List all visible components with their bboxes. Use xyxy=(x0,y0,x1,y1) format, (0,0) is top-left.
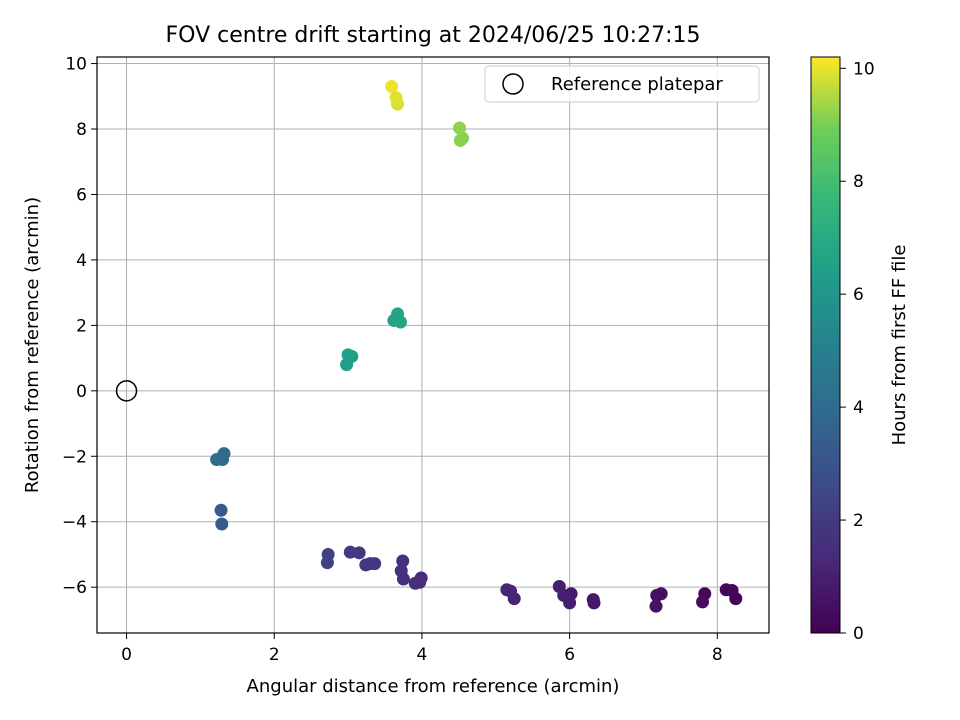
plot-area-frame xyxy=(96,56,770,634)
data-point xyxy=(587,596,601,610)
legend-marker-circle xyxy=(502,73,524,95)
y-tick-label: 2 xyxy=(76,316,87,336)
y-tick-label: −6 xyxy=(62,578,87,598)
x-tick-label: 2 xyxy=(269,645,280,665)
x-axis-label: Angular distance from reference (arcmin) xyxy=(247,676,620,697)
data-point xyxy=(453,121,467,135)
data-point xyxy=(456,131,470,145)
colorbar-tick-label: 8 xyxy=(853,172,864,192)
data-point xyxy=(650,588,664,602)
data-point xyxy=(696,595,710,609)
y-tick-label: −4 xyxy=(62,513,87,533)
colorbar-gradient xyxy=(810,56,841,634)
data-point xyxy=(214,503,228,517)
data-point xyxy=(385,79,399,93)
y-tick-label: 4 xyxy=(76,251,87,271)
data-point xyxy=(552,580,566,594)
data-points xyxy=(210,79,743,613)
data-point xyxy=(341,348,355,362)
colorbar-tick-label: 2 xyxy=(853,511,864,531)
data-point xyxy=(719,583,733,597)
data-point xyxy=(320,556,334,570)
x-tick-label: 4 xyxy=(417,645,428,665)
colorbar-ticks: 0 2 4 6 8 10 xyxy=(840,59,875,644)
colorbar: 0 2 4 6 8 10 Hours from first FF file xyxy=(810,56,910,644)
x-tick-label: 0 xyxy=(121,645,132,665)
legend-box xyxy=(484,65,760,103)
data-point xyxy=(215,517,229,531)
x-axis-ticks: 0 2 4 6 8 xyxy=(121,633,723,665)
x-tick-label: 6 xyxy=(564,645,575,665)
colorbar-tick-label: 6 xyxy=(853,285,864,305)
y-tick-label: 10 xyxy=(65,55,87,75)
y-axis-ticks: −6 −4 −2 0 2 4 6 8 10 xyxy=(62,55,97,598)
y-tick-label: 6 xyxy=(76,185,87,205)
data-point xyxy=(389,91,403,105)
chart-title: FOV centre drift starting at 2024/06/25 … xyxy=(166,23,701,48)
colorbar-tick-label: 0 xyxy=(853,624,864,644)
reference-marker xyxy=(115,380,138,402)
data-point xyxy=(394,564,408,578)
x-tick-label: 8 xyxy=(712,645,723,665)
data-point xyxy=(359,558,373,572)
colorbar-tick-label: 10 xyxy=(853,59,875,79)
colorbar-tick-label: 4 xyxy=(853,398,864,418)
grid xyxy=(97,57,769,633)
legend: Reference platepar xyxy=(484,65,760,103)
data-point xyxy=(396,554,410,568)
y-axis-label: Rotation from reference (arcmin) xyxy=(22,197,43,493)
y-tick-label: 8 xyxy=(76,120,87,140)
y-tick-label: 0 xyxy=(76,382,87,402)
data-point xyxy=(394,315,408,329)
data-point xyxy=(408,576,422,590)
data-point xyxy=(500,583,514,597)
y-tick-label: −2 xyxy=(62,447,87,467)
reference-platepar-marker xyxy=(115,380,138,402)
colorbar-label: Hours from first FF file xyxy=(889,245,910,446)
data-point xyxy=(649,599,663,613)
legend-label: Reference platepar xyxy=(551,74,723,95)
data-point xyxy=(343,545,357,559)
data-point xyxy=(210,453,224,467)
